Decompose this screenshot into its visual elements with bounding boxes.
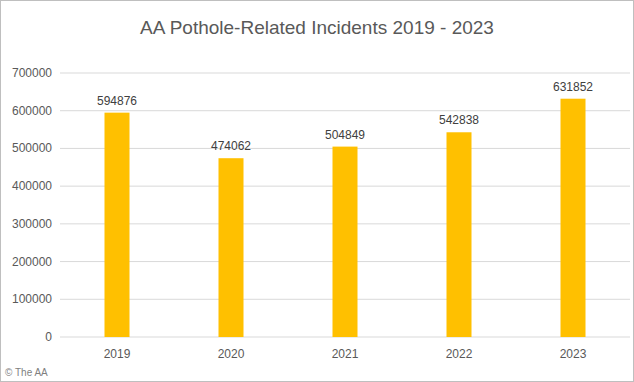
y-tick-label: 100000 bbox=[12, 292, 52, 306]
x-tick-label: 2020 bbox=[218, 347, 245, 361]
grid-line bbox=[60, 110, 630, 111]
data-label: 504849 bbox=[325, 128, 365, 142]
chart-border bbox=[1, 1, 634, 382]
y-tick-label: 400000 bbox=[12, 179, 52, 193]
y-tick-label: 600000 bbox=[12, 104, 52, 118]
y-tick-label: 0 bbox=[45, 330, 52, 344]
y-tick-label: 500000 bbox=[12, 141, 52, 155]
x-tick-label: 2019 bbox=[104, 347, 131, 361]
x-tick-label: 2021 bbox=[332, 347, 359, 361]
chart-title: AA Pothole-Related Incidents 2019 - 2023 bbox=[140, 17, 494, 38]
data-label: 542838 bbox=[439, 113, 479, 127]
chart-container: AA Pothole-Related Incidents 2019 - 2023… bbox=[0, 0, 634, 382]
x-tick-label: 2022 bbox=[446, 347, 473, 361]
bar bbox=[561, 99, 586, 337]
y-tick-label: 700000 bbox=[12, 66, 52, 80]
data-label: 631852 bbox=[553, 80, 593, 94]
x-tick-label: 2023 bbox=[560, 347, 587, 361]
bar bbox=[219, 158, 244, 337]
source-note: © The AA bbox=[5, 367, 48, 378]
y-tick-label: 300000 bbox=[12, 217, 52, 231]
bars bbox=[105, 99, 586, 337]
grid-line bbox=[60, 73, 630, 74]
data-label: 594876 bbox=[97, 94, 137, 108]
chart-svg: AA Pothole-Related Incidents 2019 - 2023… bbox=[0, 0, 634, 382]
bar bbox=[333, 147, 358, 337]
data-label: 474062 bbox=[211, 139, 251, 153]
bar bbox=[105, 113, 130, 337]
bar bbox=[447, 132, 472, 337]
y-tick-label: 200000 bbox=[12, 255, 52, 269]
